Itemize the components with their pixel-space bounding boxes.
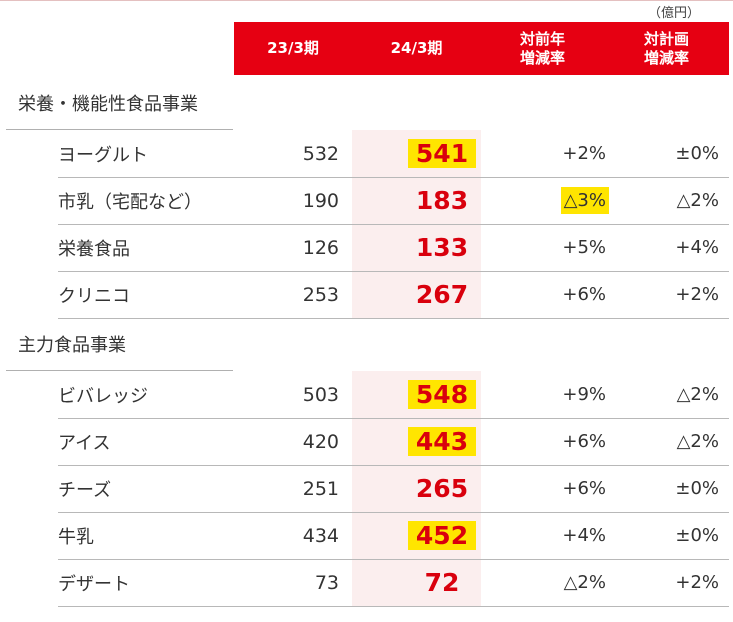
row-label: 牛乳 (58, 526, 94, 548)
row-label: デザート (58, 573, 130, 595)
current-period-cell: 265 (408, 474, 476, 503)
row-label: クリニコ (58, 285, 130, 307)
current-period-value: 72 (424, 568, 460, 597)
current-period-value: 133 (415, 233, 469, 262)
table-row: ヨーグルト 532 541 +2% ±0% (58, 130, 729, 178)
yoy-change-value: +4% (562, 525, 606, 546)
section-title: 主力食品事業 (18, 335, 126, 356)
yoy-change-cell: △3% (560, 187, 609, 214)
yoy-change-value: +2% (562, 143, 606, 164)
prev-period-value: 420 (302, 430, 339, 453)
current-period-cell: 267 (408, 280, 476, 309)
prev-period-value: 190 (302, 189, 339, 212)
section-title: 栄養・機能性食品事業 (18, 94, 198, 115)
yoy-change-value: +6% (562, 431, 606, 452)
prev-period-value: 251 (302, 477, 339, 500)
row-label: ヨーグルト (58, 144, 148, 166)
yoy-change-value: △3% (563, 190, 606, 211)
current-period-cell: 133 (408, 233, 476, 262)
current-period-cell: 183 (408, 186, 476, 215)
header-prev-period: 23/3期 (267, 39, 319, 57)
current-period-value: 452 (415, 521, 469, 550)
current-period-value: 541 (415, 139, 469, 168)
plan-change-value: △2% (676, 384, 719, 405)
plan-change-value: ±0% (675, 478, 719, 499)
current-period-value: 265 (415, 474, 469, 503)
plan-change-value: ±0% (675, 525, 719, 546)
current-period-value: 183 (415, 186, 469, 215)
table-row: チーズ 251 265 +6% ±0% (58, 465, 729, 513)
row-label: 栄養食品 (58, 238, 130, 260)
yoy-change-cell: +9% (559, 381, 609, 408)
prev-period-value: 253 (302, 283, 339, 306)
table-row: 市乳（宅配など） 190 183 △3% △2% (58, 177, 729, 225)
prev-period-value: 434 (302, 524, 339, 547)
yoy-change-value: +9% (562, 384, 606, 405)
plan-change-value: ±0% (675, 143, 719, 164)
yoy-change-cell: +6% (559, 475, 609, 502)
yoy-change-cell: +2% (559, 140, 609, 167)
unit-label: （億円） (648, 6, 701, 21)
table-row: ビバレッジ 503 548 +9% △2% (58, 371, 729, 419)
plan-change-value: +2% (675, 572, 719, 593)
header-current-period: 24/3期 (390, 39, 443, 57)
yoy-change-value: +6% (562, 284, 606, 305)
table-row: デザート 73 72 △2% +2% (58, 559, 729, 607)
plan-change-value: △2% (676, 431, 719, 452)
header-plan-change: 対計画 増減率 (643, 29, 689, 67)
table-row: 栄養食品 126 133 +5% +4% (58, 224, 729, 272)
table-header (234, 22, 729, 75)
yoy-change-value: △2% (563, 572, 606, 593)
current-column-shade (352, 371, 481, 607)
table-row: クリニコ 253 267 +6% +2% (58, 271, 729, 319)
section-divider (6, 129, 233, 130)
yoy-change-cell: △2% (561, 569, 609, 596)
current-period-cell: 452 (408, 521, 476, 550)
yoy-change-value: +6% (562, 478, 606, 499)
plan-change-value: +4% (675, 237, 719, 258)
current-period-value: 443 (415, 427, 469, 456)
table-row: 牛乳 434 452 +4% ±0% (58, 512, 729, 560)
yoy-change-cell: +4% (559, 522, 609, 549)
plan-change-value: △2% (676, 190, 719, 211)
yoy-change-cell: +6% (559, 428, 609, 455)
yoy-change-value: +5% (562, 237, 606, 258)
header-yoy-change: 対前年 増減率 (519, 29, 565, 67)
plan-change-value: +2% (675, 284, 719, 305)
current-period-cell: 541 (408, 139, 476, 168)
row-label: アイス (58, 432, 111, 454)
yoy-change-cell: +6% (559, 281, 609, 308)
current-period-value: 548 (415, 380, 469, 409)
row-label: チーズ (58, 479, 112, 501)
current-period-cell: 72 (408, 568, 476, 597)
prev-period-value: 126 (302, 236, 339, 259)
yoy-change-cell: +5% (559, 234, 609, 261)
top-rule (0, 0, 733, 1)
prev-period-value: 73 (314, 571, 339, 594)
current-period-value: 267 (415, 280, 469, 309)
section-divider (6, 370, 233, 371)
table-row: アイス 420 443 +6% △2% (58, 418, 729, 466)
prev-period-value: 503 (302, 383, 339, 406)
row-label: 市乳（宅配など） (58, 191, 202, 213)
current-period-cell: 548 (408, 380, 476, 409)
prev-period-value: 532 (302, 142, 339, 165)
current-period-cell: 443 (408, 427, 476, 456)
row-label: ビバレッジ (58, 385, 148, 407)
